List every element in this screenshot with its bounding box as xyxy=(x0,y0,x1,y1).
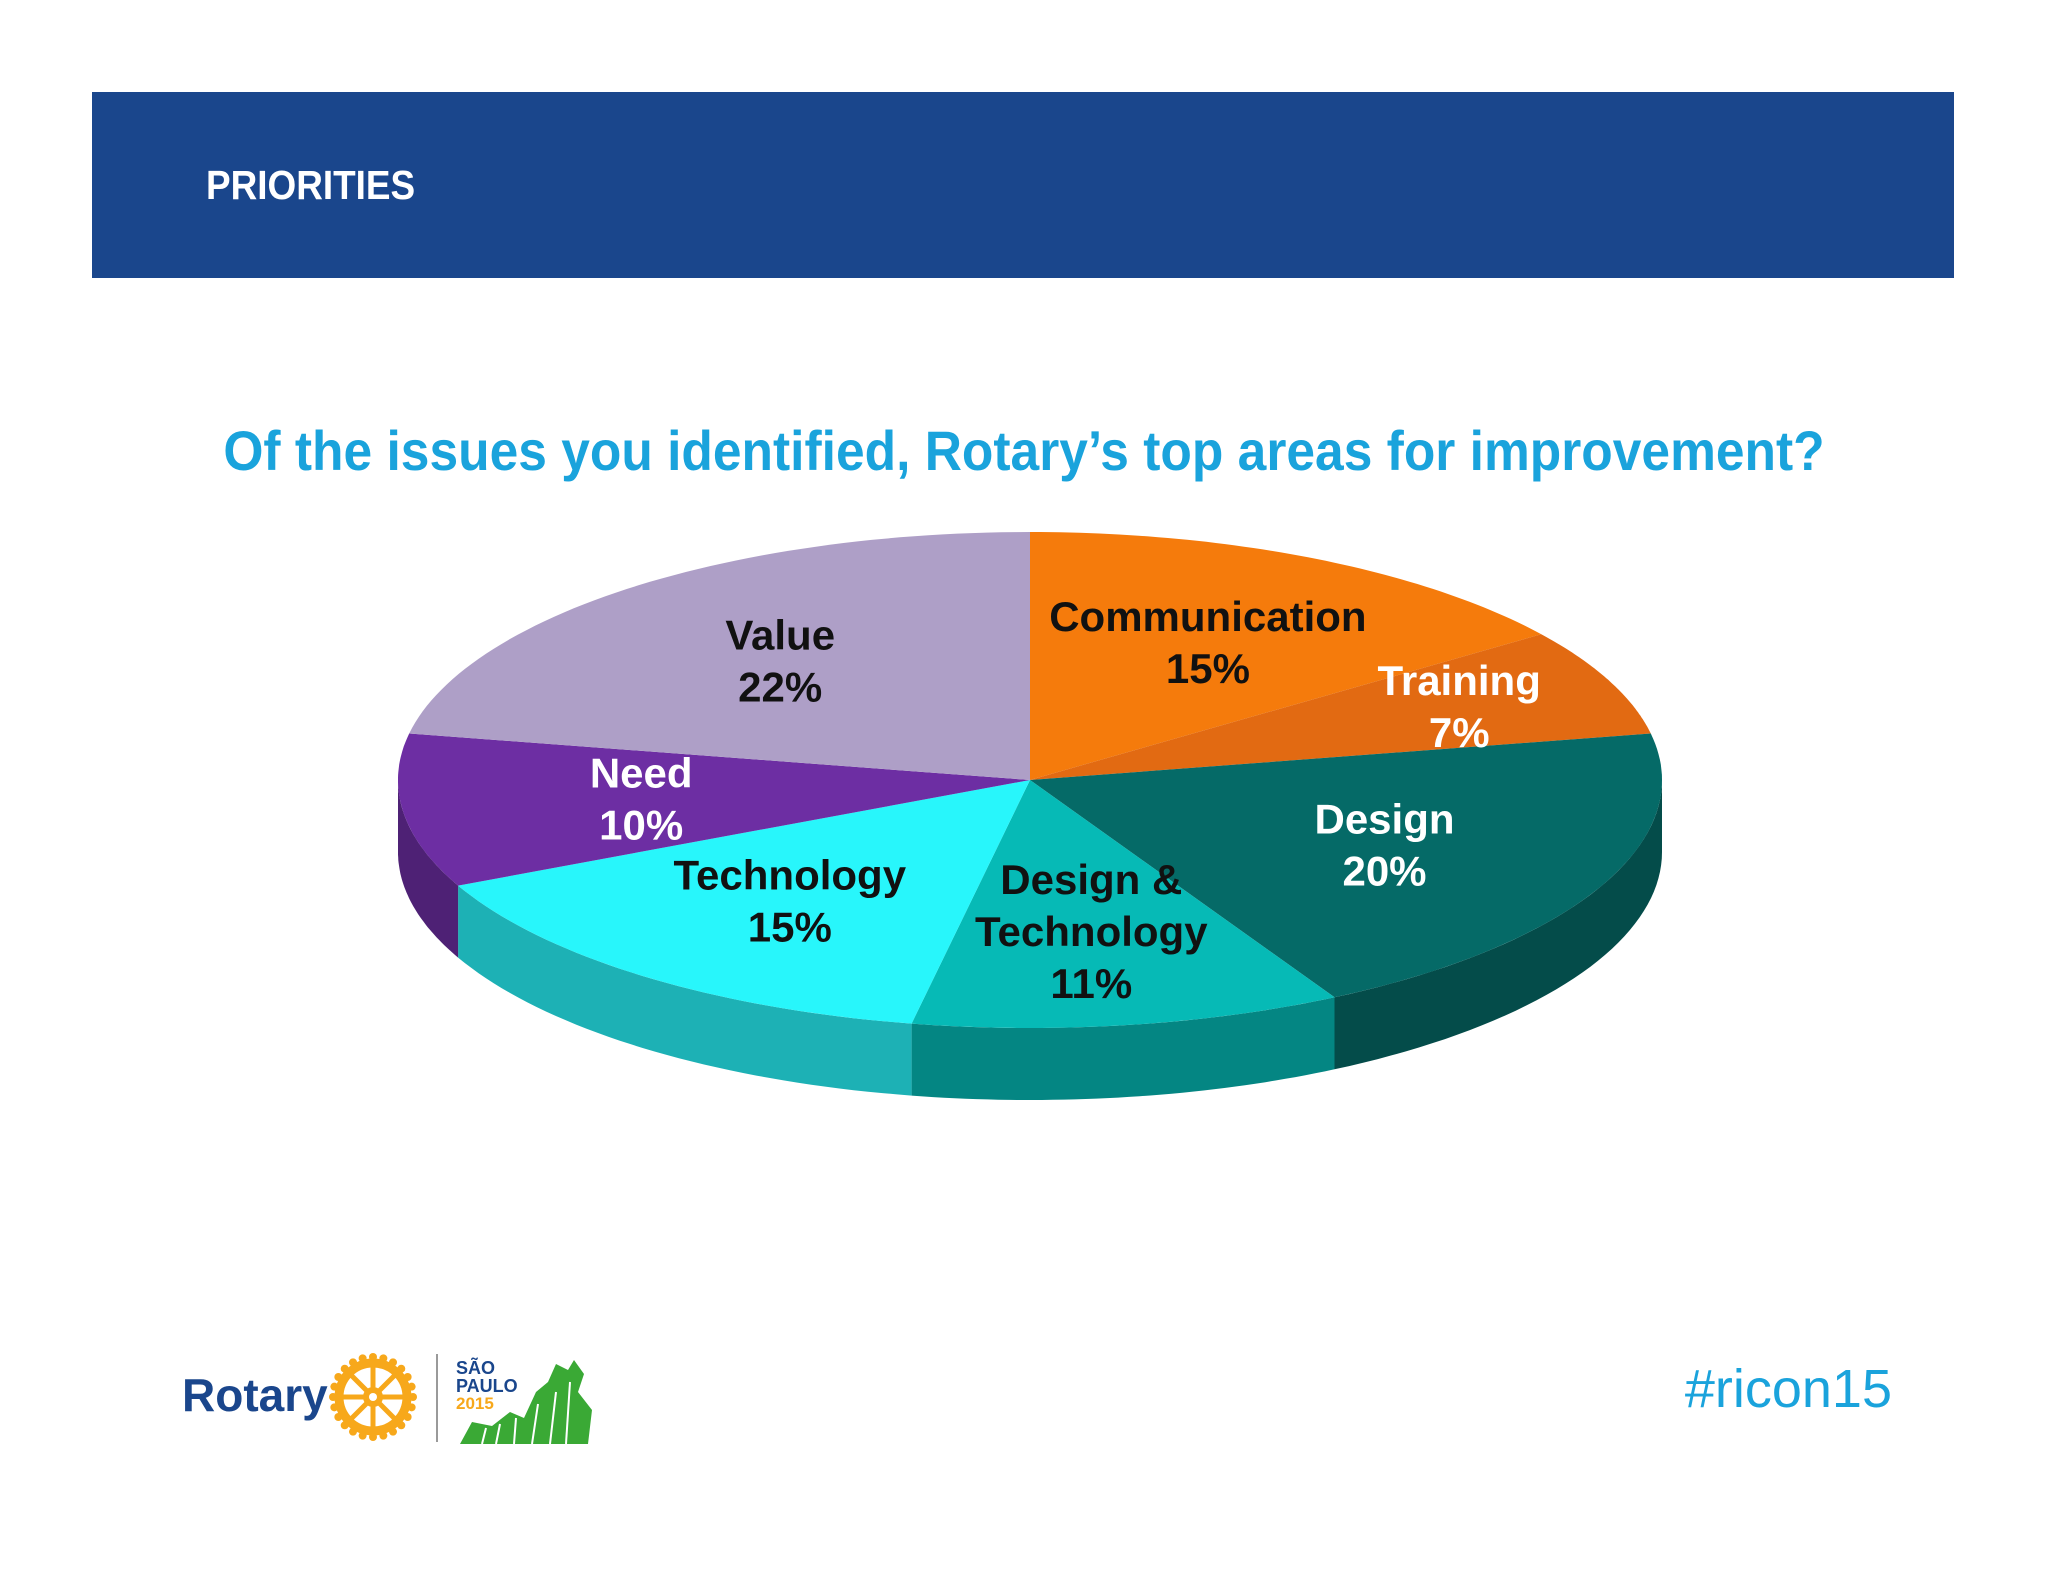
pie-wall-design-and-technology xyxy=(911,997,1335,1100)
section-label: PRIORITIES xyxy=(206,162,416,208)
pie-label-technology-value: 15% xyxy=(748,904,832,951)
pie-label-communication-name: Communication xyxy=(1049,593,1366,640)
pie-wall-technology xyxy=(458,885,912,1096)
pie-label-design-name: Design xyxy=(1314,796,1454,843)
pie-side-walls xyxy=(398,780,1662,1100)
pie-label-design-and-technology-name: Design & xyxy=(1000,856,1182,903)
rotary-wordmark: Rotary xyxy=(182,1369,328,1421)
pie-wall-need xyxy=(398,780,459,958)
pie-label-value-value: 22% xyxy=(738,664,822,711)
pie-label-training-name: Training xyxy=(1378,657,1541,704)
pie-wall-design xyxy=(1334,780,1662,1070)
header-band xyxy=(92,92,1954,278)
pie-slice-design-and-technology xyxy=(911,780,1335,1028)
pie-slices xyxy=(398,532,1662,1028)
pie-slice-technology xyxy=(458,780,1031,1024)
pie-slice-training xyxy=(1030,634,1651,780)
chart-title: Of the issues you identified, Rotary’s t… xyxy=(223,419,1825,482)
pie-label-design-and-technology-value: 11% xyxy=(1050,960,1132,1007)
pie-label-design-value: 20% xyxy=(1342,848,1426,895)
pie-label-design-and-technology-name: Technology xyxy=(975,908,1208,955)
logo-divider xyxy=(436,1354,438,1442)
footer-hashtag: #ricon15 xyxy=(1684,1359,1892,1419)
sp-logo-line3: 2015 xyxy=(456,1394,494,1413)
skyline-shape xyxy=(460,1360,592,1444)
pie-slice-labels: Communication 15% Training 7% Design 20% Desig… xyxy=(590,593,1541,1007)
pie-label-value-name: Value xyxy=(725,612,835,659)
pie-label-need-value: 10% xyxy=(599,801,683,848)
pie-label-technology-name: Technology xyxy=(674,852,907,899)
pie-label-communication-value: 15% xyxy=(1166,645,1250,692)
sp-logo-line2: PAULO xyxy=(456,1376,518,1396)
pie-slice-value xyxy=(409,532,1030,780)
rotary-wheel-icon xyxy=(329,1353,417,1441)
pie-slice-need xyxy=(398,733,1030,886)
sp-logo-line1: SÃO xyxy=(456,1357,495,1378)
pie-label-training-value: 7% xyxy=(1429,709,1490,756)
pie-slice-communication xyxy=(1030,532,1542,780)
sao-paulo-2015-logo: SÃO PAULO 2015 xyxy=(456,1357,592,1444)
pie-label-need-name: Need xyxy=(590,749,693,796)
pie-slice-design xyxy=(1030,733,1662,998)
